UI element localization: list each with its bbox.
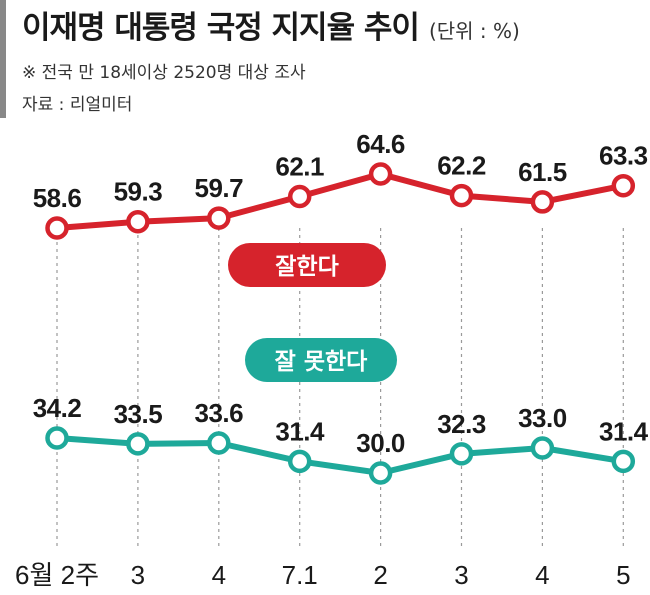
survey-note: ※ 전국 만 18세이상 2520명 대상 조사 [22, 63, 306, 83]
data-point-1-4 [368, 461, 393, 485]
data-point-0-0 [45, 216, 69, 240]
chart-title-text: 이재명 대통령 국정 지지율 추이 [22, 10, 420, 46]
data-point-1-6 [530, 436, 555, 460]
x-tick-label-7: 5 [616, 560, 630, 590]
data-label-1-7: 31.4 [599, 416, 649, 446]
data-label-1-3: 31.4 [275, 416, 325, 446]
x-tick-label-5: 3 [454, 560, 468, 590]
series-badge-0 [228, 243, 386, 287]
x-tick-label-6: 4 [535, 560, 549, 590]
data-label-1-5: 32.3 [437, 409, 486, 439]
data-label-0-6: 61.5 [518, 157, 567, 187]
data-label-1-4: 30.0 [356, 428, 405, 458]
data-point-0-4 [368, 162, 393, 186]
header-accent-bar [0, 0, 6, 118]
series-line-1 [56, 435, 624, 476]
data-label-0-5: 62.2 [437, 151, 486, 181]
x-tick-label-0: 6월 2주 [15, 560, 99, 590]
series-badge-label-0: 잘한다 [275, 254, 338, 280]
data-label-0-0: 58.6 [33, 183, 82, 213]
data-label-0-1: 59.3 [114, 177, 163, 207]
x-tick-label-4: 2 [373, 560, 387, 590]
source-label: 자료 : 리얼미터 [22, 95, 133, 115]
x-tick-label-2: 4 [212, 560, 226, 590]
data-point-1-3 [287, 449, 312, 474]
x-tick-label-1: 3 [131, 560, 145, 590]
series-line-0 [56, 171, 624, 231]
data-point-1-5 [449, 442, 474, 466]
data-label-0-4: 64.6 [356, 129, 405, 159]
data-label-0-7: 63.3 [599, 141, 648, 171]
data-label-1-1: 33.5 [114, 399, 163, 429]
data-label-0-3: 62.1 [275, 152, 324, 182]
data-point-0-6 [530, 190, 555, 214]
data-label-0-2: 59.7 [194, 173, 243, 203]
data-point-1-2 [207, 431, 231, 455]
data-label-1-6: 33.0 [518, 403, 567, 433]
data-point-1-7 [611, 449, 636, 474]
x-tick-label-3: 7.1 [282, 560, 318, 590]
data-point-0-2 [207, 206, 231, 230]
data-point-0-5 [449, 183, 474, 208]
unit-label: (단위 : %) [428, 19, 520, 43]
data-point-0-3 [287, 184, 312, 209]
chart-title: 이재명 대통령 국정 지지율 추이 (단위 : %) [22, 2, 520, 47]
data-point-0-1 [126, 209, 150, 234]
data-label-1-2: 33.6 [194, 398, 243, 428]
data-point-1-0 [45, 426, 69, 450]
data-point-0-7 [611, 173, 636, 198]
data-label-1-0: 34.2 [33, 393, 82, 423]
series-badge-1 [245, 338, 397, 382]
data-point-1-1 [126, 432, 150, 456]
series-badge-label-1: 잘 못한다 [275, 349, 368, 375]
